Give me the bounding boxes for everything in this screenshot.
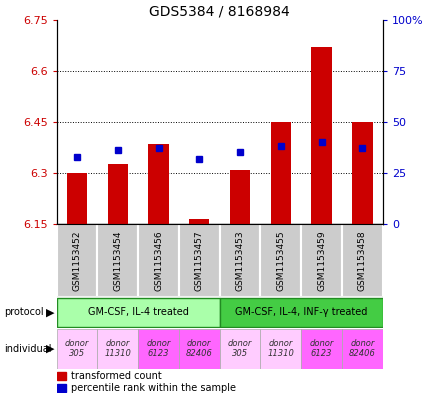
Text: transformed count: transformed count bbox=[71, 371, 161, 381]
Text: donor
82406: donor 82406 bbox=[348, 339, 375, 358]
Text: donor
305: donor 305 bbox=[227, 339, 252, 358]
Bar bbox=[189, 219, 209, 224]
Text: donor
11310: donor 11310 bbox=[104, 339, 131, 358]
Text: individual: individual bbox=[4, 344, 52, 354]
FancyBboxPatch shape bbox=[178, 329, 219, 369]
FancyBboxPatch shape bbox=[260, 329, 300, 369]
Text: donor
305: donor 305 bbox=[65, 339, 89, 358]
Text: percentile rank within the sample: percentile rank within the sample bbox=[71, 383, 236, 393]
Text: GM-CSF, IL-4 treated: GM-CSF, IL-4 treated bbox=[88, 307, 188, 318]
Text: GSM1153457: GSM1153457 bbox=[194, 230, 203, 291]
FancyBboxPatch shape bbox=[341, 329, 382, 369]
Text: GSM1153459: GSM1153459 bbox=[316, 230, 326, 291]
Text: protocol: protocol bbox=[4, 307, 44, 318]
Bar bbox=[311, 47, 331, 224]
FancyBboxPatch shape bbox=[260, 224, 300, 297]
FancyBboxPatch shape bbox=[219, 329, 260, 369]
FancyBboxPatch shape bbox=[56, 224, 97, 297]
FancyBboxPatch shape bbox=[138, 224, 178, 297]
FancyBboxPatch shape bbox=[300, 224, 341, 297]
Text: ▶: ▶ bbox=[46, 307, 54, 318]
Bar bbox=[107, 164, 128, 224]
Text: donor
82406: donor 82406 bbox=[185, 339, 212, 358]
Bar bbox=[56, 372, 66, 380]
Text: ▶: ▶ bbox=[46, 344, 54, 354]
Text: donor
6123: donor 6123 bbox=[146, 339, 170, 358]
FancyBboxPatch shape bbox=[300, 329, 341, 369]
Text: GSM1153453: GSM1153453 bbox=[235, 230, 244, 291]
FancyBboxPatch shape bbox=[219, 298, 382, 327]
Bar bbox=[148, 144, 168, 224]
FancyBboxPatch shape bbox=[219, 224, 260, 297]
FancyBboxPatch shape bbox=[178, 224, 219, 297]
FancyBboxPatch shape bbox=[56, 329, 97, 369]
FancyBboxPatch shape bbox=[97, 329, 138, 369]
Text: GM-CSF, IL-4, INF-γ treated: GM-CSF, IL-4, INF-γ treated bbox=[234, 307, 367, 318]
Bar bbox=[270, 122, 290, 224]
Text: GSM1153458: GSM1153458 bbox=[357, 230, 366, 291]
Text: GSM1153454: GSM1153454 bbox=[113, 230, 122, 290]
Bar bbox=[66, 173, 87, 224]
FancyBboxPatch shape bbox=[341, 224, 382, 297]
FancyBboxPatch shape bbox=[138, 329, 178, 369]
Text: donor
11310: donor 11310 bbox=[267, 339, 294, 358]
Bar bbox=[229, 169, 250, 224]
Text: donor
6123: donor 6123 bbox=[309, 339, 333, 358]
Text: GSM1153456: GSM1153456 bbox=[154, 230, 163, 291]
Text: GSM1153452: GSM1153452 bbox=[72, 230, 81, 290]
Text: GSM1153455: GSM1153455 bbox=[276, 230, 285, 291]
Bar bbox=[352, 122, 372, 224]
Bar bbox=[56, 384, 66, 392]
Title: GDS5384 / 8168984: GDS5384 / 8168984 bbox=[149, 4, 289, 18]
FancyBboxPatch shape bbox=[97, 224, 138, 297]
FancyBboxPatch shape bbox=[56, 298, 219, 327]
